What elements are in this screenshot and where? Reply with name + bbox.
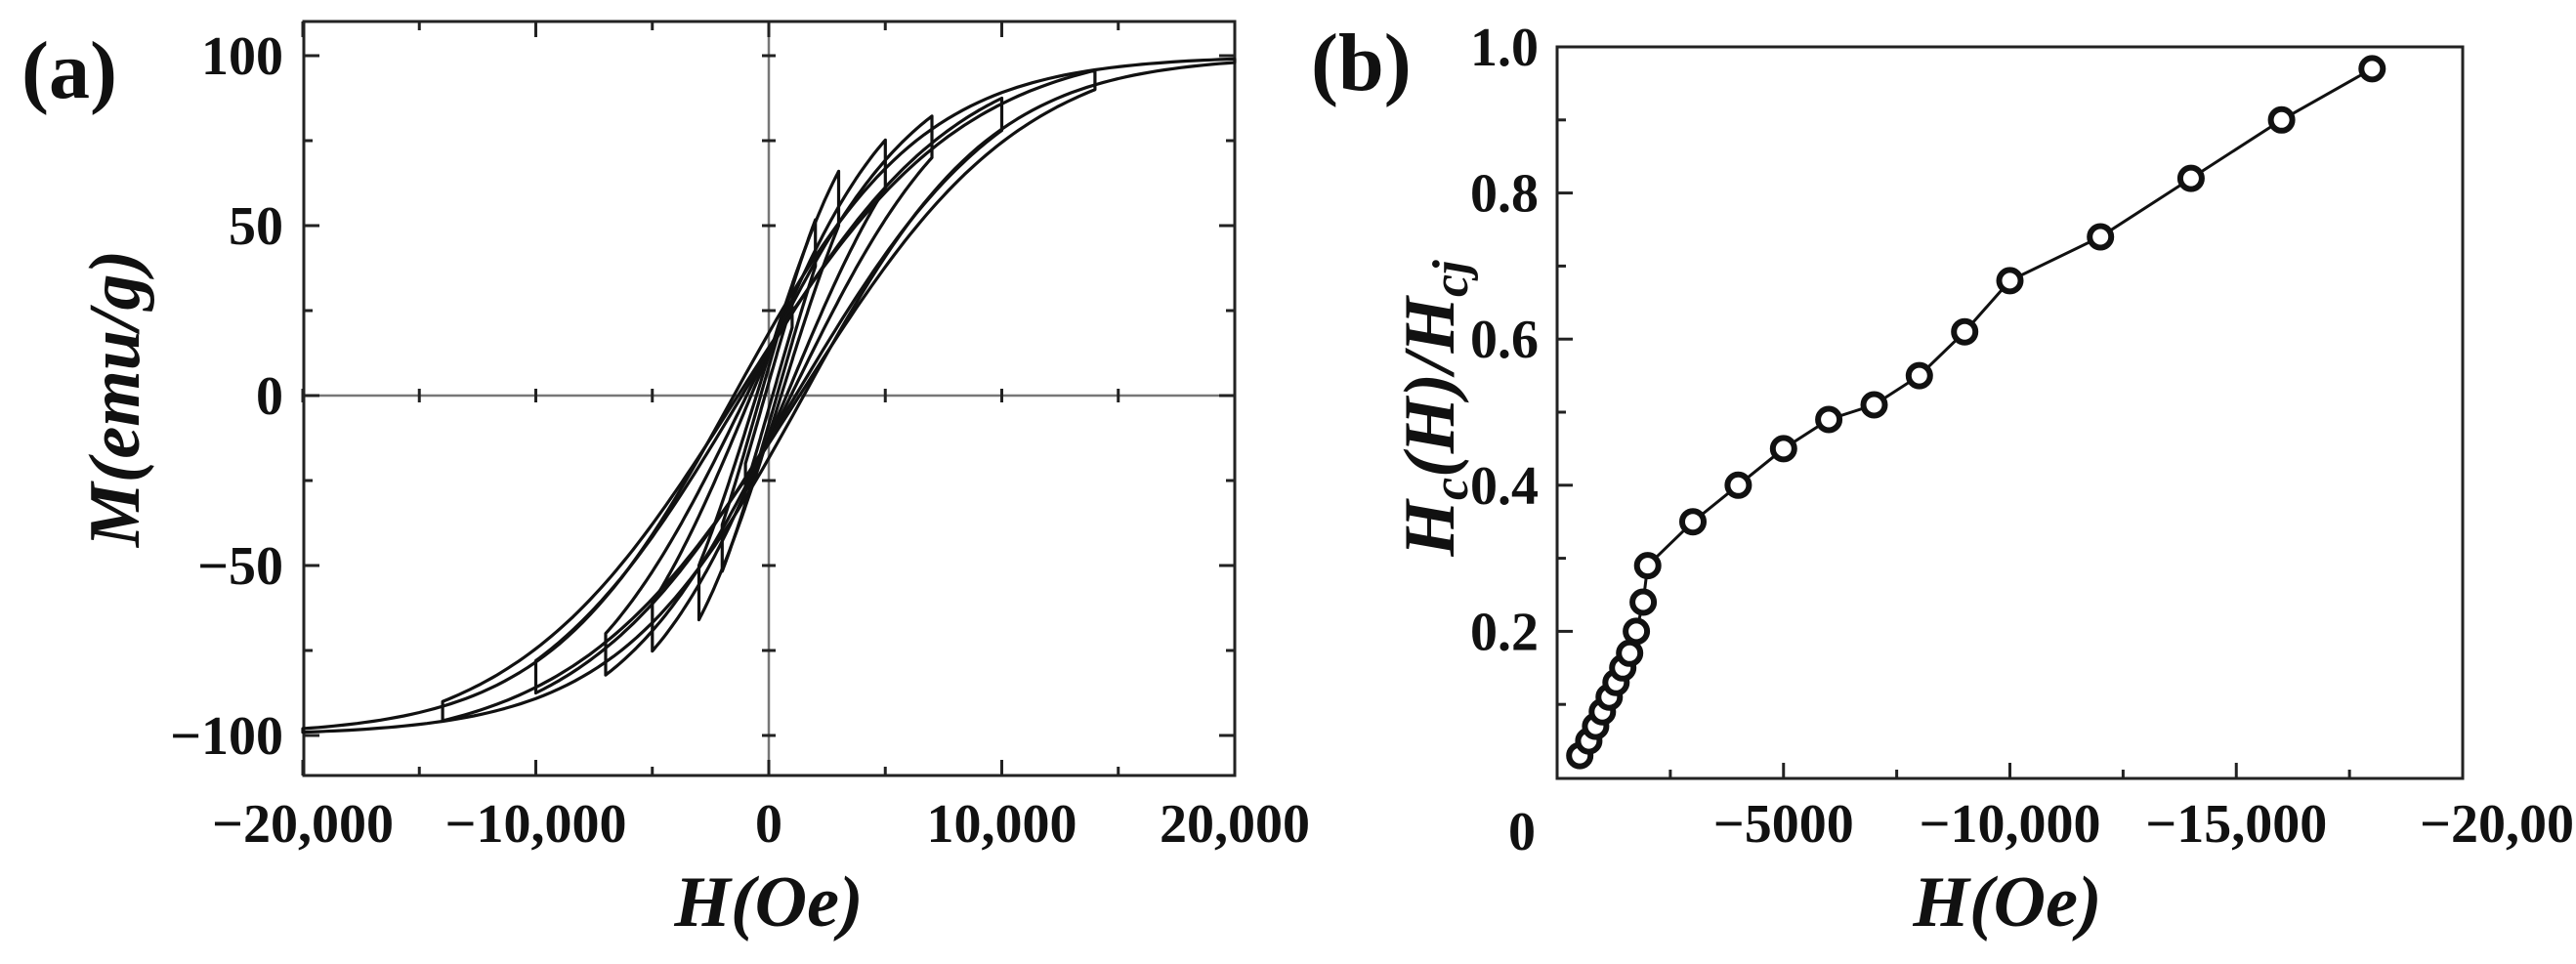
data-point bbox=[1629, 588, 1658, 616]
hysteresis-loop-10000 bbox=[533, 96, 1004, 695]
panel-a-loop-curves bbox=[301, 57, 1237, 734]
panel-a-x-tick-labels: −20,000 −10,000 0 10,000 20,000 bbox=[212, 794, 1310, 855]
y-tick-label: 0.2 bbox=[1470, 602, 1539, 662]
panel-a-x-axis-title: H(Oe) bbox=[673, 862, 863, 943]
panel-b-data-points bbox=[1566, 55, 2386, 770]
x-tick-label: −20,000 bbox=[2420, 794, 2576, 855]
y-title-h1: H bbox=[1390, 498, 1470, 558]
y-tick-label: 100 bbox=[201, 26, 283, 87]
y-tick-label: 0.4 bbox=[1470, 456, 1539, 517]
panel-b-series-line bbox=[1578, 67, 2374, 757]
data-point bbox=[2087, 223, 2115, 251]
panel-b-plot-frame bbox=[1555, 45, 2465, 780]
data-point bbox=[1905, 361, 1933, 390]
data-point bbox=[1623, 617, 1651, 646]
data-point bbox=[1860, 391, 1888, 419]
y-title-mid: (H)/H bbox=[1390, 295, 1470, 478]
panel-a-zero-lines bbox=[304, 21, 1235, 775]
y-title-sub2: cj bbox=[1423, 260, 1479, 297]
x-tick-label: 0 bbox=[1508, 802, 1536, 862]
x-tick-label: 20,000 bbox=[1160, 794, 1310, 855]
data-point bbox=[1616, 639, 1644, 667]
x-tick-label: −10,000 bbox=[445, 794, 627, 855]
panel-a-hysteresis-plot: (a) −20,000 −10,000 0 10,000 20,000 100 50 0 −5… bbox=[21, 20, 1310, 943]
data-point bbox=[2267, 105, 2296, 134]
panel-a-y-tick-labels: 100 50 0 −50 −100 bbox=[170, 26, 283, 767]
panel-b-x-tick-labels: 0 −5000 −10,000 −15,000 −20,000 bbox=[1508, 794, 2576, 862]
hysteresis-loop-3000 bbox=[697, 169, 841, 622]
y-tick-label: −100 bbox=[170, 706, 283, 767]
hysteresis-loop-20000 bbox=[301, 57, 1237, 734]
hysteresis-loop-7000 bbox=[604, 114, 934, 677]
data-point bbox=[2176, 164, 2205, 192]
data-point bbox=[1815, 405, 1843, 434]
data-point bbox=[1769, 435, 1797, 463]
x-tick-label: −5000 bbox=[1713, 794, 1854, 855]
data-point bbox=[1724, 471, 1753, 499]
x-tick-label: 0 bbox=[755, 794, 782, 855]
data-point bbox=[2358, 55, 2386, 83]
panel-b-coercivity-ratio-plot: (b) 0 −5000 −10,000 −15,000 −20,000 1.0 0.8 0.… bbox=[1311, 18, 2576, 943]
y-tick-label: −50 bbox=[197, 536, 283, 597]
data-point bbox=[1996, 267, 2024, 295]
panel-a-label: (a) bbox=[21, 25, 117, 116]
x-tick-label: 10,000 bbox=[927, 794, 1077, 855]
data-point bbox=[1679, 508, 1707, 536]
x-tick-label: −20,000 bbox=[212, 794, 394, 855]
y-title-sub1: c bbox=[1423, 478, 1479, 500]
panel-a-ticks bbox=[301, 21, 1237, 775]
y-tick-label: 1.0 bbox=[1470, 18, 1539, 78]
y-tick-label: 0 bbox=[256, 366, 283, 427]
panel-b-y-axis-title: Hc(H)/Hcj bbox=[1390, 260, 1479, 558]
data-point bbox=[1633, 552, 1662, 580]
panel-b-x-axis-title: H(Oe) bbox=[1912, 862, 2101, 943]
data-point bbox=[1951, 317, 1979, 346]
panel-b-ticks bbox=[1555, 45, 2465, 778]
y-tick-label: 0.8 bbox=[1470, 164, 1539, 225]
x-tick-label: −15,000 bbox=[2145, 794, 2327, 855]
x-tick-label: −10,000 bbox=[1920, 794, 2101, 855]
y-tick-label: 50 bbox=[229, 196, 283, 257]
panel-b-y-tick-labels: 1.0 0.8 0.6 0.4 0.2 bbox=[1470, 18, 1539, 662]
panel-b-label: (b) bbox=[1311, 18, 1412, 108]
y-tick-label: 0.6 bbox=[1470, 310, 1539, 370]
panel-a-y-axis-title: M(emu/g) bbox=[75, 250, 155, 548]
